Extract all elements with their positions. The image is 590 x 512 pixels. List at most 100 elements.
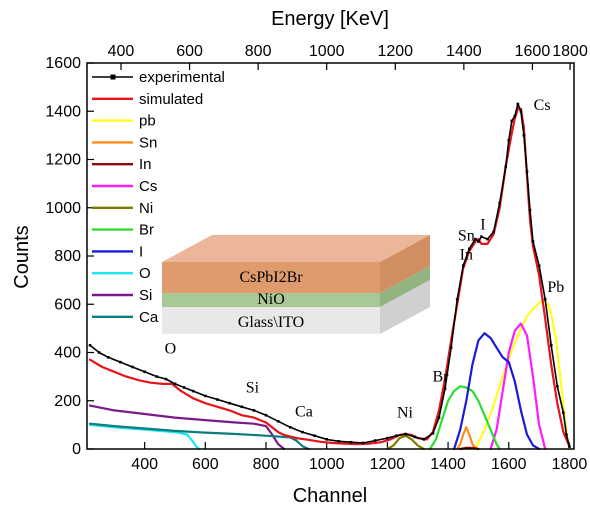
- experimental-point: [468, 247, 471, 251]
- peak-annotations: O Si Ca Ni Br Sn In I Cs Pb: [165, 97, 565, 422]
- series-ca-line: [88, 422, 310, 451]
- x-tick-label: 1600: [491, 456, 527, 473]
- experimental-point: [556, 384, 559, 388]
- series-layer: [88, 102, 571, 451]
- experimental-point: [97, 351, 101, 354]
- experimental-point: [443, 387, 447, 390]
- series-br-line: [428, 385, 501, 451]
- legend-label: Ca: [139, 309, 159, 326]
- y-tick-label: 0: [72, 441, 81, 458]
- experimental-point: [143, 370, 146, 374]
- experimental-point: [88, 343, 92, 347]
- series-cs-line: [489, 322, 547, 451]
- experimental-point: [337, 439, 341, 443]
- top-tick-label: 1000: [309, 43, 345, 60]
- experimental-point: [507, 138, 511, 142]
- experimental-point: [155, 375, 159, 378]
- experimental-point: [361, 441, 365, 445]
- experimental-point: [522, 134, 526, 137]
- experimental-point: [413, 435, 417, 439]
- experimental-point: [543, 298, 547, 301]
- peak-label: I: [480, 216, 485, 233]
- peak-label: Ca: [295, 403, 313, 420]
- experimental-point: [173, 382, 177, 386]
- experimental-point: [216, 398, 219, 401]
- series-pb-line: [474, 299, 571, 451]
- series-o-line: [88, 423, 201, 451]
- x-tick-label: 400: [131, 456, 158, 473]
- peak-label: Si: [246, 379, 260, 396]
- top-axis-title: Energy [KeV]: [271, 8, 389, 30]
- legend: experimental simulated pb Sn In Cs Ni Br IO Si Ca: [92, 69, 225, 326]
- experimental-point: [301, 430, 304, 434]
- experimental-point: [422, 438, 426, 441]
- experimental-point: [325, 438, 329, 441]
- experimental-point: [486, 237, 489, 241]
- layer-stack-inset: CsPbI2Br NiO Glass\ITO: [162, 235, 430, 334]
- experimental-point: [537, 264, 541, 267]
- legend-label: O: [139, 265, 151, 282]
- plot-frame: [86, 62, 575, 450]
- experimental-point: [313, 434, 316, 438]
- inset-nio-side: [380, 266, 430, 307]
- legend-label: simulated: [139, 91, 203, 108]
- series-ni-line: [386, 434, 425, 451]
- legend-label: Cs: [139, 178, 157, 195]
- experimental-point: [549, 343, 553, 347]
- y-tick-label: 1000: [45, 200, 81, 217]
- top-tick-label: 1400: [446, 43, 482, 60]
- experimental-point: [119, 360, 122, 364]
- inset-layer-label: Glass\ITO: [238, 314, 304, 331]
- experimental-point: [252, 409, 256, 412]
- y-tick-label: 600: [54, 296, 81, 313]
- experimental-point: [474, 237, 477, 241]
- experimental-point: [395, 434, 398, 438]
- series-i-line: [453, 332, 541, 451]
- inset-layer-label: NiO: [257, 291, 285, 308]
- legend-label: Ni: [139, 200, 153, 217]
- legend-label: I: [139, 243, 143, 260]
- legend-label: Sn: [139, 134, 157, 151]
- experimental-point: [568, 445, 571, 448]
- experimental-point: [264, 413, 268, 417]
- peak-label: Ni: [397, 405, 414, 422]
- experimental-point: [461, 264, 465, 267]
- experimental-point: [288, 425, 292, 429]
- top-tick-label: 800: [245, 43, 272, 60]
- top-tick-label: 1800: [552, 43, 588, 60]
- y-tick-label: 200: [54, 393, 81, 410]
- experimental-point: [276, 419, 280, 423]
- experimental-point: [510, 119, 514, 123]
- experimental-point: [204, 394, 207, 398]
- inset-perovskite-side: [380, 235, 430, 293]
- x-tick-label: 1000: [309, 456, 345, 473]
- experimental-point: [164, 377, 168, 381]
- top-tick-label: 1200: [377, 43, 413, 60]
- top-tick-label: 1600: [515, 43, 551, 60]
- experimental-point: [455, 298, 459, 301]
- x-tick-label: 1800: [552, 456, 588, 473]
- peak-label: In: [460, 247, 473, 264]
- experimental-point: [449, 346, 453, 349]
- legend-label: In: [139, 156, 152, 173]
- experimental-point: [131, 365, 134, 369]
- experimental-point: [528, 208, 532, 212]
- legend-label: pb: [139, 113, 156, 130]
- experimental-point: [386, 436, 389, 440]
- experimental-point: [531, 240, 535, 243]
- experimental-point: [431, 432, 435, 435]
- top-tick-label: 400: [108, 43, 135, 60]
- experimental-point: [477, 240, 480, 243]
- experimental-point: [513, 114, 517, 118]
- x-axis-title: Channel: [293, 485, 368, 507]
- legend-marker: [110, 74, 116, 80]
- inset-top-face: [162, 235, 430, 262]
- peak-label: O: [165, 341, 177, 358]
- inset-glass-side: [380, 280, 430, 334]
- peak-label: Sn: [458, 227, 475, 244]
- series-si-line: [88, 404, 286, 451]
- x-tick-label: 600: [192, 456, 219, 473]
- experimental-point: [562, 411, 565, 415]
- experimental-point: [437, 416, 441, 419]
